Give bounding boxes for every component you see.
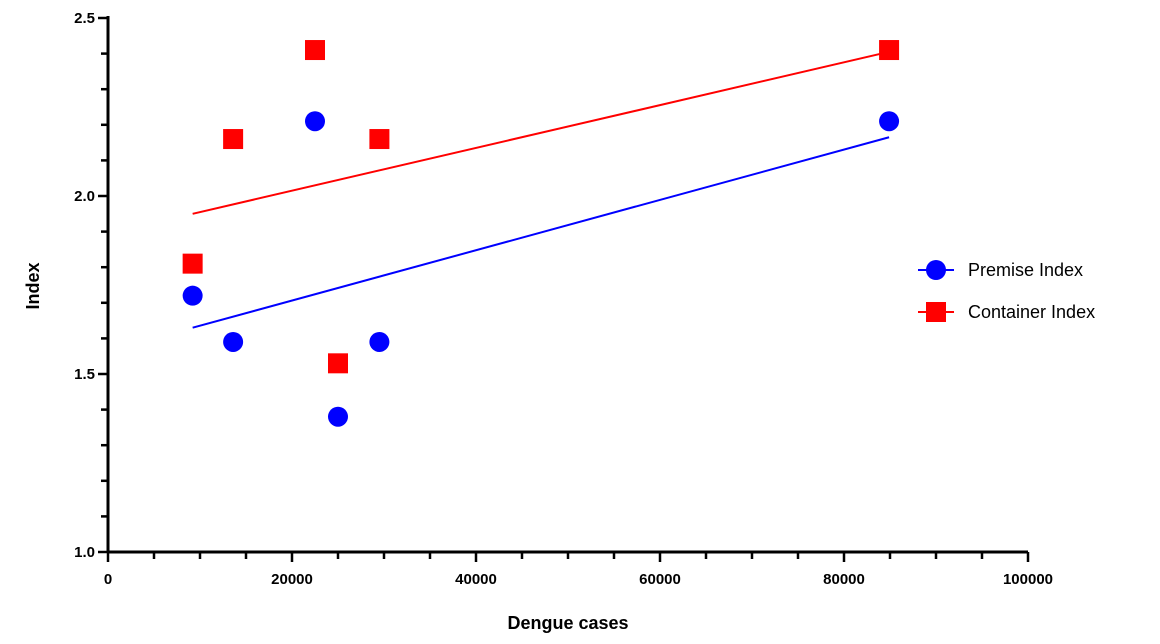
x-tick-label: 100000 [1003,571,1053,588]
x-tick-label: 20000 [271,571,313,588]
legend-label: Premise Index [968,260,1083,280]
premise-index-point [879,111,900,132]
x-tick-label: 40000 [455,571,497,588]
container-index-point [369,129,390,150]
legend-marker [926,302,946,322]
x-axis-title: Dengue cases [507,613,628,633]
y-tick-label: 1.0 [74,544,95,561]
y-tick-label: 2.5 [74,10,95,27]
legend-item-container-index: Container Index [918,302,1095,322]
data-points [182,40,900,427]
premise-index-point [369,331,390,352]
premise-index-point [223,331,244,352]
container-index-trendline [192,50,890,215]
legend-marker [926,260,946,280]
x-tick-label: 80000 [823,571,865,588]
premise-index-point [182,285,203,306]
container-index-point [328,353,348,374]
premise-index-point [328,406,348,427]
legend-label: Container Index [968,302,1095,322]
legend: Premise Index Container Index [918,260,1095,322]
x-tick-label: 60000 [639,571,681,588]
premise-index-trendline [192,136,890,329]
container-index-point [879,40,900,61]
legend-item-premise-index: Premise Index [918,260,1083,280]
premise-index-point [305,111,325,132]
y-tick-label: 1.5 [74,366,95,383]
x-tick-label: 0 [104,571,112,588]
container-index-point [223,129,244,150]
container-index-point [182,253,203,274]
axes: 0 20000 40000 60000 80000 100000 1.0 1.5 2.0 2.5 [74,10,1053,588]
y-tick-label: 2.0 [74,188,95,205]
trendlines [192,50,890,329]
y-axis-title: Index [23,262,43,309]
container-index-point [305,40,325,61]
